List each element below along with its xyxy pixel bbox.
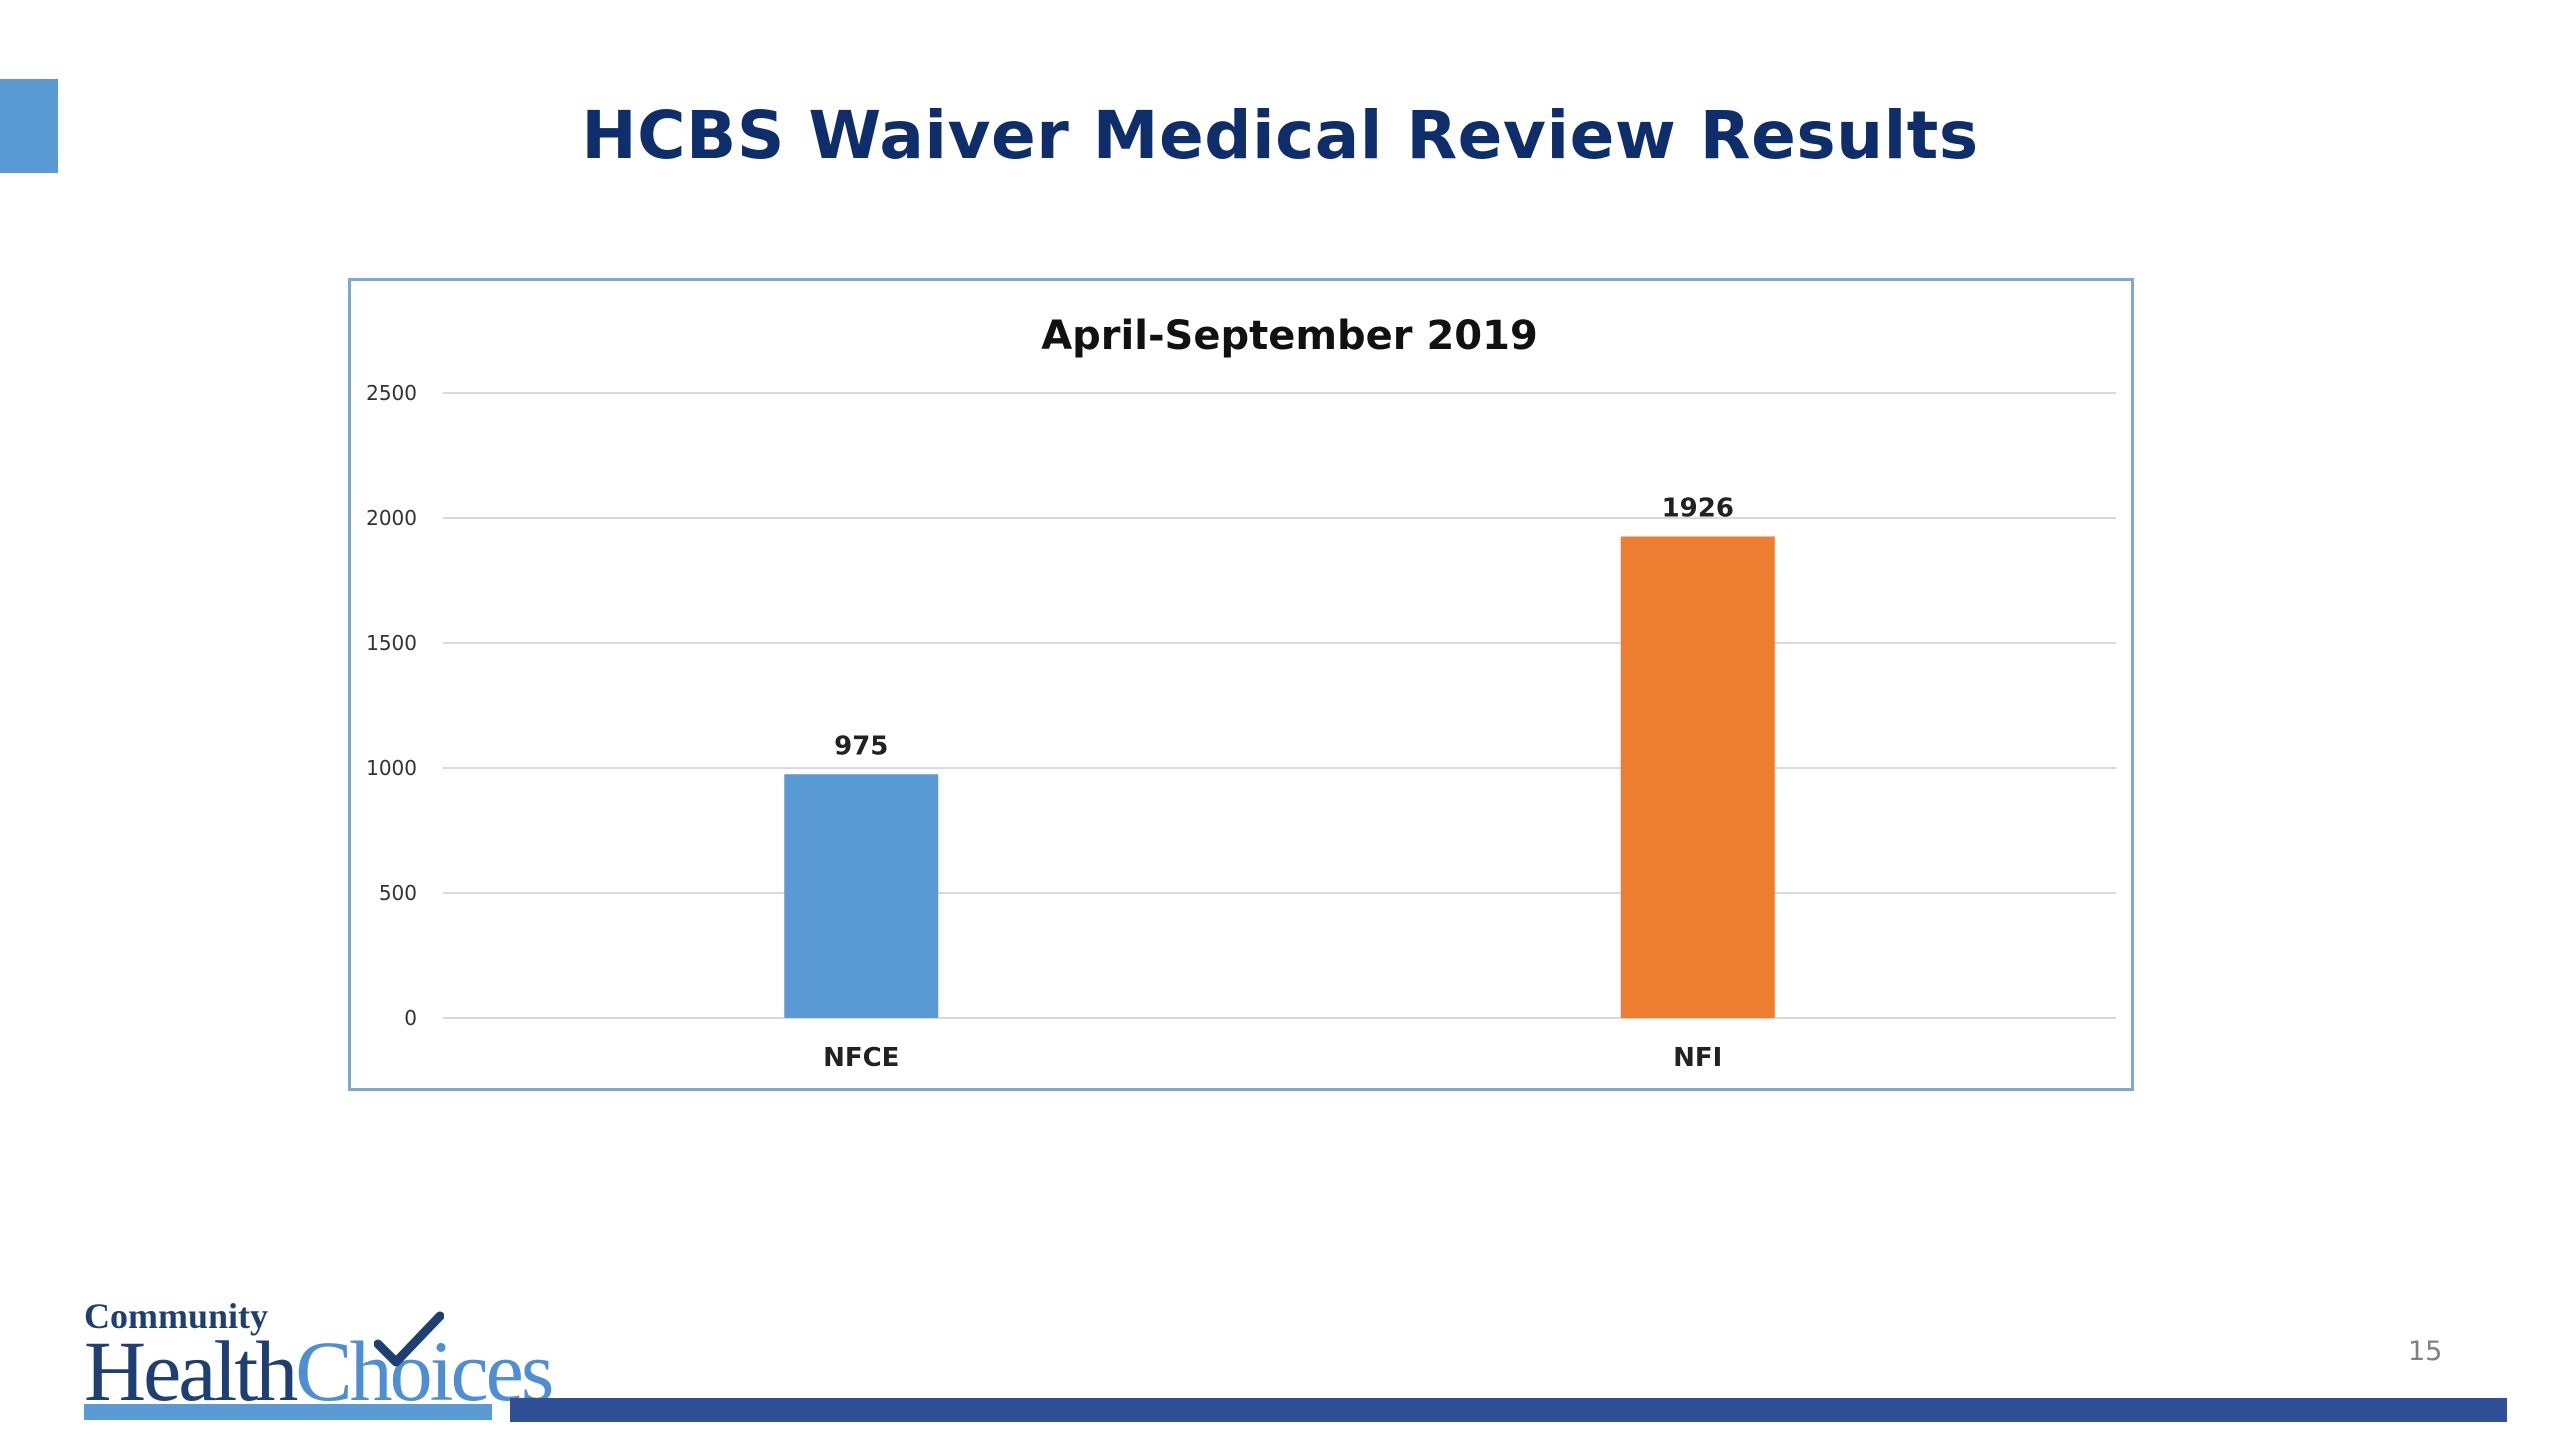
data-label: 975 [834,731,888,761]
y-tick-label: 500 [379,881,417,905]
chart-frame: April-September 2019 0 500 1000 1500 2000 2500… [348,278,2134,1091]
x-tick-label: NFCE [823,1043,899,1073]
community-healthchoices-logo: Community HealthChoices [84,1296,554,1424]
chart-title: April-September 2019 [1041,313,1538,359]
logo-underline-bar [84,1404,492,1420]
slide-title: HCBS Waiver Medical Review Results [581,97,1979,174]
logo-healthchoices-text: HealthChoices [84,1328,554,1414]
y-tick-label: 1500 [366,631,417,655]
x-tick-label: NFI [1673,1043,1722,1073]
y-tick-label: 2500 [366,381,417,405]
page-number: 15 [2408,1336,2443,1367]
footer-bar [510,1398,2507,1422]
bar-nfce [784,774,939,1018]
checkmark-icon [374,1311,444,1367]
logo-health-text: Health [84,1323,298,1419]
y-tick-label: 2000 [366,506,417,530]
y-tick-label: 0 [404,1006,417,1030]
logo-community-text: Community [84,1296,269,1336]
title-accent-block [0,79,58,173]
bar-chart: April-September 2019 0 500 1000 1500 2000 2500… [366,313,2116,1073]
bar-nfi [1620,536,1775,1018]
data-label: 1926 [1662,494,1734,524]
y-tick-label: 1000 [366,756,417,780]
